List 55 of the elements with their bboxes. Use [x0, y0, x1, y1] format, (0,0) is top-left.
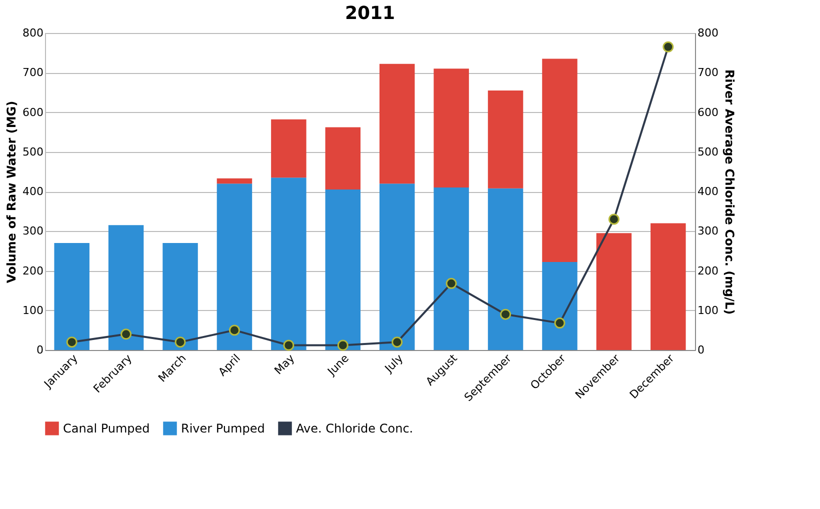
point [446, 278, 457, 289]
bar [325, 127, 361, 190]
y-tick-label: 500 [22, 145, 44, 158]
point [337, 340, 348, 351]
y2-tick-label: 300 [698, 224, 718, 238]
bar [434, 68, 469, 188]
y-tick-label: 0 [36, 344, 44, 356]
bar [434, 188, 469, 350]
y-tick-label: 300 [22, 224, 44, 238]
point [608, 214, 620, 225]
bar [271, 119, 306, 178]
bar [542, 262, 578, 350]
y2-tick-label: 700 [698, 66, 718, 80]
bar [216, 178, 252, 184]
point [500, 308, 512, 320]
point [66, 336, 78, 348]
y-tick-label: 100 [22, 304, 44, 317]
legend-label: Canal Pumped [63, 421, 150, 436]
y2-axis-title: River Average Chloride Conc. (mg/L) [722, 69, 736, 315]
bar [271, 178, 306, 350]
y-axis-title: Volume of Raw Water (MG) [4, 100, 19, 284]
point [662, 41, 674, 52]
bar [488, 188, 524, 350]
bar [54, 243, 90, 350]
point [554, 318, 566, 329]
y-tick-label: 800 [22, 26, 44, 40]
bar [379, 184, 415, 350]
legend-label: River Pumped [181, 421, 265, 436]
y2-tick-label: 200 [698, 264, 718, 278]
point [228, 324, 240, 336]
bar [542, 58, 578, 262]
bar [325, 190, 361, 350]
y2-tick-label: 0 [698, 344, 704, 356]
y-tick-label: 200 [22, 264, 44, 278]
bar [650, 223, 686, 350]
bar [488, 90, 524, 188]
bar [379, 64, 415, 184]
y-tick-label: 700 [22, 66, 44, 80]
point [174, 336, 186, 348]
y2-tick-label: 400 [698, 185, 718, 198]
y-tick-label: 400 [22, 185, 44, 198]
legend-label: Ave. Chloride Conc. [296, 421, 414, 436]
bar [596, 233, 632, 350]
chart-title: 2011 [344, 3, 396, 24]
point [283, 340, 294, 351]
point [120, 328, 132, 340]
y2-tick-label: 100 [698, 304, 718, 317]
bar [162, 243, 198, 350]
y-tick-label: 600 [22, 106, 44, 119]
point [392, 336, 403, 348]
bar [216, 184, 252, 350]
y2-tick-label: 600 [698, 106, 718, 119]
y2-tick-label: 500 [698, 145, 718, 158]
y2-tick-label: 800 [698, 26, 718, 40]
bar [108, 225, 144, 350]
